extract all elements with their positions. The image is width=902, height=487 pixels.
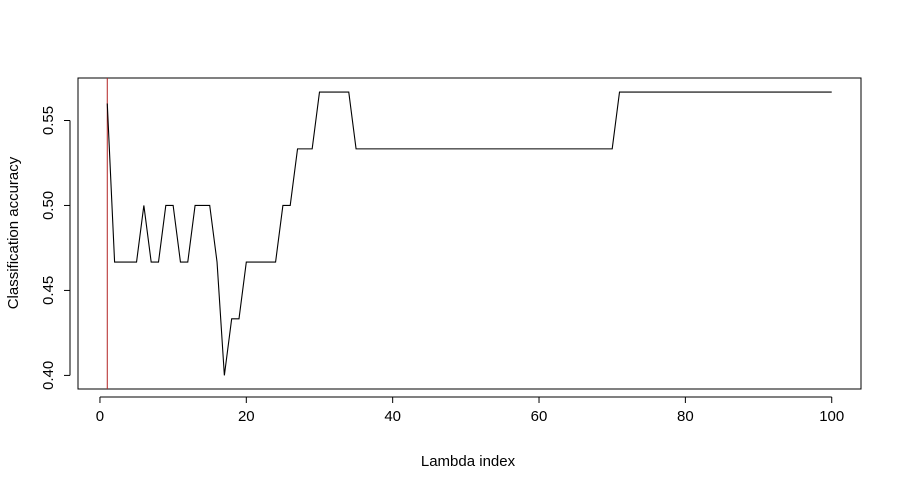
x-tick-label-60: 60	[531, 408, 548, 425]
series-line-1	[106, 91, 832, 376]
plot-frame	[77, 77, 862, 390]
y-tick-label-0.50: 0.50	[40, 191, 57, 220]
x-axis-title: Lambda index	[421, 453, 516, 470]
x-tick-label-20: 20	[238, 408, 255, 425]
x-tick-label-80: 80	[677, 408, 694, 425]
y-axis: 0.40 0.45 0.50 0.55	[40, 106, 71, 390]
y-tick-label-0.40: 0.40	[40, 361, 57, 390]
plot-area	[77, 77, 862, 390]
x-tick-label-100: 100	[819, 408, 844, 425]
y-axis-title: Classification accuracy	[5, 156, 22, 309]
y-tick-label-0.45: 0.45	[40, 276, 57, 305]
x-axis: 0 20 40 60 80 100	[96, 396, 844, 425]
x-tick-label-40: 40	[384, 408, 401, 425]
x-tick-label-0: 0	[96, 408, 104, 425]
y-tick-label-0.55: 0.55	[40, 106, 57, 135]
